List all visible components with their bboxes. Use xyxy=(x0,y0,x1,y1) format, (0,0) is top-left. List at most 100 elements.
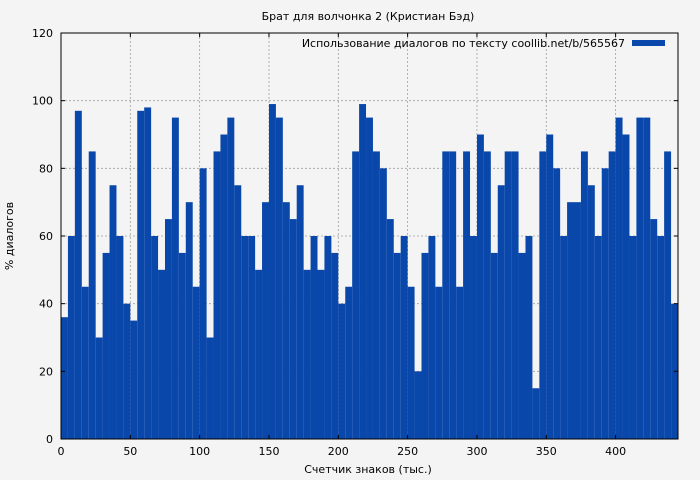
data-bar xyxy=(137,110,145,440)
data-bar xyxy=(490,252,498,439)
data-bar xyxy=(324,236,332,439)
x-tick-labels: 0 50 100 150 200 250 300 350 400 xyxy=(58,445,627,458)
data-bar xyxy=(109,185,117,439)
data-bar xyxy=(442,151,450,439)
y-tick-label: 80 xyxy=(39,162,53,175)
data-bar xyxy=(574,202,581,439)
data-bar xyxy=(164,219,172,439)
data-bar xyxy=(296,185,304,439)
x-tick-label: 300 xyxy=(466,445,487,458)
data-bar xyxy=(255,269,263,439)
legend: Использование диалогов по тексту coollib… xyxy=(302,37,665,50)
data-bar xyxy=(567,202,575,439)
x-tick-label: 50 xyxy=(123,445,137,458)
bars xyxy=(61,104,678,440)
data-bar xyxy=(262,202,269,439)
data-bar xyxy=(511,151,519,439)
data-bar xyxy=(463,151,471,439)
chart-title: Брат для волчонка 2 (Кристиан Бэд) xyxy=(262,10,475,23)
data-bar xyxy=(144,107,152,439)
data-bar xyxy=(116,236,124,439)
data-bar xyxy=(372,151,380,439)
data-bar xyxy=(546,134,554,439)
y-tick-label: 100 xyxy=(32,95,53,108)
data-bar xyxy=(449,151,457,439)
data-bar xyxy=(192,286,200,439)
x-tick-label: 350 xyxy=(536,445,557,458)
data-bar xyxy=(338,303,346,439)
data-bar xyxy=(199,168,207,440)
data-bar xyxy=(525,236,533,439)
data-bar xyxy=(456,286,464,439)
data-bar xyxy=(601,168,609,440)
data-bar xyxy=(352,151,360,439)
x-tick-label: 150 xyxy=(258,445,279,458)
x-tick-label: 400 xyxy=(605,445,626,458)
x-tick-label: 0 xyxy=(58,445,65,458)
data-bar xyxy=(428,236,436,439)
x-axis-title: Счетчик знаков (тыс.) xyxy=(304,463,432,476)
data-bar xyxy=(220,134,228,439)
data-bar xyxy=(664,151,672,439)
y-tick-label: 20 xyxy=(39,365,53,378)
data-bar xyxy=(594,236,602,439)
data-bar xyxy=(61,317,68,439)
legend-label: Использование диалогов по тексту coollib… xyxy=(302,37,625,50)
data-bar xyxy=(366,117,373,439)
data-bar xyxy=(67,236,75,439)
data-bar xyxy=(95,337,103,439)
y-tick-label: 120 xyxy=(32,27,53,40)
x-tick-label: 250 xyxy=(397,445,418,458)
data-bar xyxy=(213,151,221,439)
data-bar xyxy=(185,202,193,439)
data-bar xyxy=(310,236,318,439)
data-bar xyxy=(248,236,256,439)
data-bar xyxy=(178,252,186,439)
data-bar xyxy=(615,117,623,439)
data-bar xyxy=(227,117,235,439)
y-tick-label: 0 xyxy=(46,433,53,446)
data-bar xyxy=(88,151,96,439)
data-bar xyxy=(407,286,415,439)
data-bar xyxy=(629,236,637,439)
y-tick-label: 60 xyxy=(39,230,53,243)
data-bar xyxy=(643,117,651,439)
x-tick-label: 100 xyxy=(189,445,210,458)
data-bar xyxy=(345,286,353,439)
data-bar xyxy=(580,151,588,439)
data-bar xyxy=(282,202,290,439)
data-bar xyxy=(657,236,665,439)
data-bar xyxy=(158,269,165,439)
y-axis-title: % диалогов xyxy=(3,202,16,270)
data-bar xyxy=(636,117,644,439)
data-bar xyxy=(532,388,540,439)
data-bar xyxy=(622,134,630,439)
data-bar xyxy=(171,117,179,439)
data-bar xyxy=(421,252,429,439)
data-bar xyxy=(289,219,297,439)
data-bar xyxy=(587,185,595,439)
y-tick-label: 40 xyxy=(39,298,53,311)
y-tick-labels: 0 20 40 60 80 100 120 xyxy=(32,27,53,446)
data-bar xyxy=(206,337,214,439)
data-bar xyxy=(303,269,311,439)
data-bar xyxy=(393,252,401,439)
data-bar xyxy=(539,151,547,439)
data-bar xyxy=(608,151,616,439)
data-bar xyxy=(518,252,526,439)
data-bar xyxy=(497,185,505,439)
legend-swatch xyxy=(632,40,665,46)
data-bar xyxy=(74,110,82,440)
data-bar xyxy=(359,104,367,440)
data-bar xyxy=(553,168,561,440)
data-bar xyxy=(102,252,110,439)
data-bar xyxy=(331,252,339,439)
data-bar xyxy=(386,219,394,439)
data-bar xyxy=(241,236,249,439)
data-bar xyxy=(123,303,131,439)
data-bar xyxy=(470,236,477,439)
tick-marks xyxy=(60,32,678,440)
data-bar xyxy=(400,236,408,439)
data-bar xyxy=(81,286,89,439)
